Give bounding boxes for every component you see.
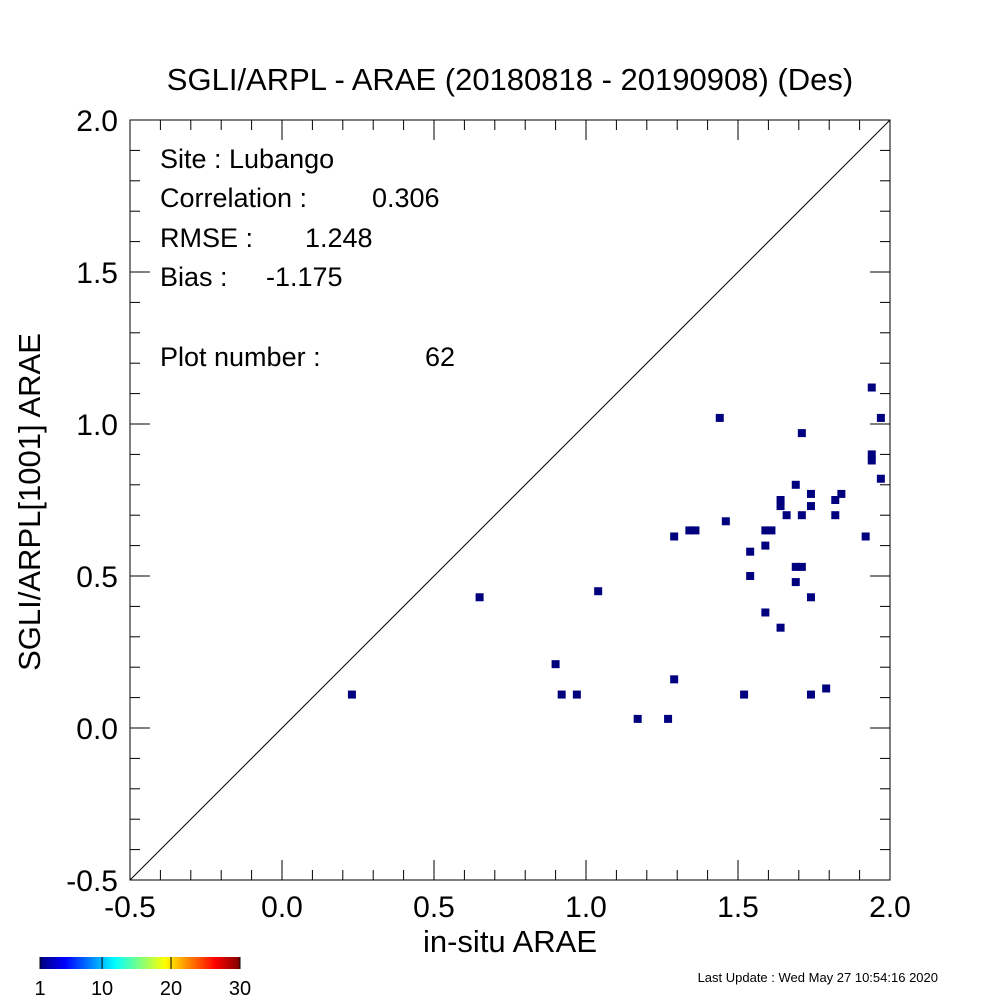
x-tick-label: -0.5 [104,891,156,924]
colorbar-gradient [40,957,240,969]
data-point [746,572,755,580]
data-point [557,690,566,699]
colorbar-tick-label: 30 [229,978,251,1000]
data-point [761,608,770,617]
data-point [715,413,724,422]
data-point [347,690,356,699]
data-point [806,502,815,511]
data-point [861,532,870,541]
data-point [740,690,749,699]
colorbar-tick-label: 1 [34,978,45,1000]
data-point [797,562,806,571]
data-point [806,593,815,602]
chart-title: SGLI/ARPL - ARAE (20180818 - 20190908) (… [167,62,853,97]
data-point [776,623,785,632]
y-tick-label: -0.5 [66,865,118,898]
data-point [837,489,846,498]
data-point [876,474,885,483]
data-point [670,532,679,541]
x-tick-label: 1.5 [717,891,759,924]
data-point [761,541,770,550]
stat-label: Site : Lubango [160,144,334,174]
data-point [761,526,770,535]
data-point [867,456,876,465]
data-point [797,429,806,438]
plot-frame [129,119,891,881]
data-point [551,660,560,669]
stat-value: 62 [425,342,455,372]
x-tick-label: 0.0 [261,891,303,924]
stat-label: Bias : [160,262,228,292]
data-point [776,502,785,511]
data-point [664,714,673,723]
stats-box: Site : Lubango Correlation : 0.306 RMSE : 1.… [160,144,455,372]
y-tick-label: 0.5 [76,561,118,594]
stat-label: Plot number : [160,342,321,372]
y-axis-label: SGLI/ARPL[1001] ARAE [12,333,47,671]
one-to-one-line [129,119,891,881]
x-tick-label: 2.0 [869,891,911,924]
data-point [691,526,700,535]
data-point [746,547,755,556]
data-point [670,675,679,684]
data-point [594,587,603,596]
data-point [475,593,484,602]
data-point [867,450,876,459]
data-point [797,511,806,520]
data-point [806,690,815,699]
data-point [791,578,800,587]
y-tick-label: 2.0 [76,105,118,138]
data-point [822,684,831,693]
colorbar: 1 10 20 30 [34,957,251,1000]
stat-value: 1.248 [305,223,373,253]
data-point [767,526,776,535]
stat-value: 0.306 [372,183,440,213]
data-point [806,489,815,498]
y-tick-label: 0.0 [76,713,118,746]
data-point [572,690,581,699]
colorbar-tick-label: 10 [91,978,113,1000]
x-axis-label: in-situ ARAE [423,924,597,959]
data-point [791,562,800,571]
data-point [782,511,791,520]
last-update-text: Last Update : Wed May 27 10:54:16 2020 [697,970,938,985]
data-point [791,480,800,489]
data-point [876,413,885,422]
data-point [831,511,840,520]
data-point [831,496,840,504]
x-tick-label: 0.5 [413,891,455,924]
data-point [685,526,694,535]
y-tick-label: 1.0 [76,409,118,442]
data-point [721,517,730,526]
data-point [633,714,642,723]
x-tick-label: 1.0 [565,891,607,924]
y-tick-label: 1.5 [76,257,118,290]
stat-label: RMSE : [160,223,253,253]
data-point [867,383,876,392]
stat-value: -1.175 [266,262,343,292]
data-point [776,496,785,504]
colorbar-tick-label: 20 [160,978,182,1000]
stat-label: Correlation : [160,183,307,213]
plot-area: -0.5 0.0 0.5 1.0 1.5 2.0 -0.5 0.0 0.5 1.0 1.5 2.0 [66,105,911,924]
